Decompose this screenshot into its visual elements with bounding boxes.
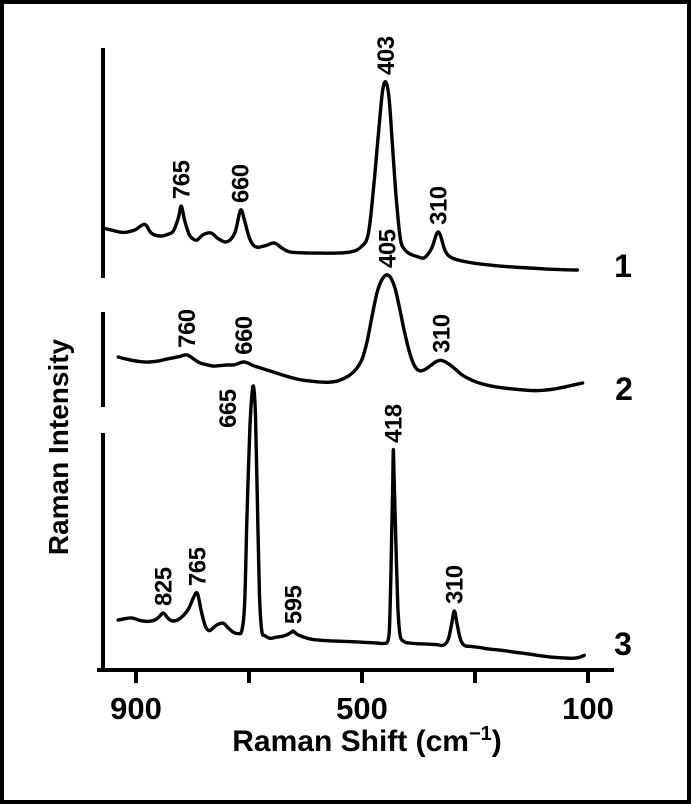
peak-label-1-660: 660 <box>228 164 255 203</box>
peak-label-3-665: 665 <box>215 389 242 428</box>
x-tick-label-100: 100 <box>562 691 614 726</box>
x-tick-label-500: 500 <box>336 691 388 726</box>
spectrum-3-trace <box>116 384 586 660</box>
peak-label-1-403: 403 <box>373 36 400 75</box>
x-axis-title-close-paren: ) <box>492 725 502 758</box>
peak-label-2-405: 405 <box>375 229 402 268</box>
spectrum-number-2: 2 <box>615 371 633 407</box>
peak-label-3-765: 765 <box>184 547 211 586</box>
spectrum-number-labels: 1 2 3 <box>614 248 633 662</box>
peak-label-1-765: 765 <box>168 160 195 199</box>
peak-label-2-660: 660 <box>231 316 258 355</box>
spectrum-1-trace <box>101 80 579 272</box>
peak-label-3-825: 825 <box>150 567 177 606</box>
peak-label-2-310: 310 <box>428 314 455 353</box>
peak-label-3-418: 418 <box>380 404 407 443</box>
peak-labels: 765 660 403 310 760 660 405 310 825 765 665 595 418 3… <box>150 36 468 624</box>
x-axis-title-main: Raman Shift (cm <box>232 725 469 758</box>
x-axis-ticks <box>134 670 590 683</box>
spectrum-2-trace <box>116 273 585 393</box>
x-tick-label-900: 900 <box>110 691 162 726</box>
x-axis-tick-labels: 900 500 100 <box>110 691 614 726</box>
y-axis-title: Raman Intensity <box>43 338 74 555</box>
x-axis-title: Raman Shift (cm−1) <box>232 723 502 758</box>
peak-label-1-310: 310 <box>425 186 452 225</box>
spectrum-number-3: 3 <box>614 626 632 662</box>
peak-label-2-760: 760 <box>174 309 201 348</box>
spectra-traces <box>101 80 586 660</box>
peak-label-3-595: 595 <box>280 585 307 624</box>
peak-label-3-310: 310 <box>441 565 468 604</box>
x-axis-title-superscript: −1 <box>469 723 492 745</box>
spectrum-number-1: 1 <box>614 248 632 284</box>
